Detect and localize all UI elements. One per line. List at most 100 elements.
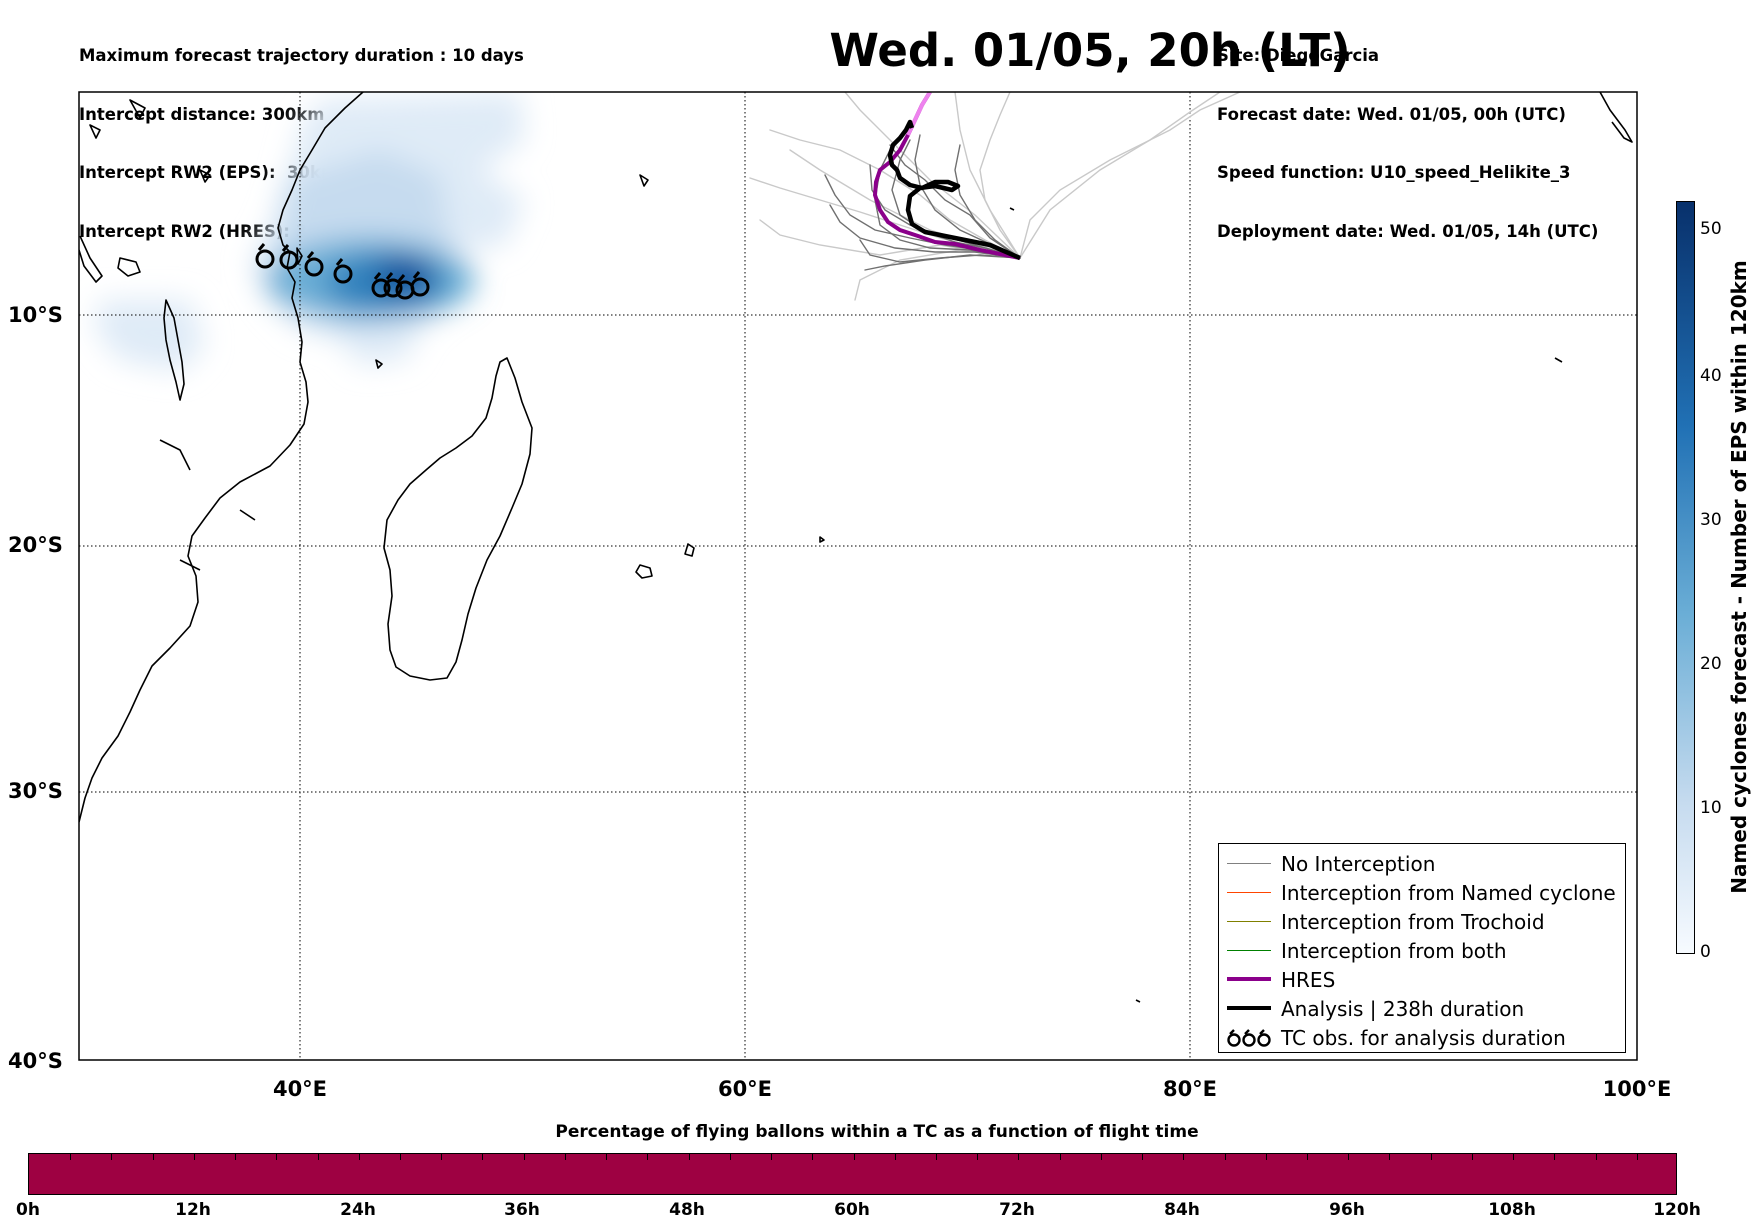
colorbar-minor-tick	[1513, 1154, 1515, 1160]
legend-item: Interception from Trochoid	[1219, 908, 1625, 936]
colorbar-bottom	[28, 1153, 1677, 1195]
rodrigues	[819, 536, 825, 543]
colorbar-tick: 20	[1700, 654, 1722, 674]
colorbar-minor-tick	[70, 1154, 72, 1160]
colorbar-minor-tick	[1142, 1154, 1144, 1160]
colorbar-tick: 10	[1700, 798, 1722, 818]
colorbar-minor-tick	[977, 1154, 979, 1160]
info-line: Intercept distance: 300km	[79, 104, 325, 124]
time-tick: 12h	[175, 1200, 211, 1220]
colorbar-minor-tick	[1430, 1154, 1432, 1160]
analysis-trajectory	[887, 119, 1021, 261]
info-line: Forecast date: Wed. 01/05, 00h (UTC)	[1217, 104, 1566, 124]
time-tick: 120h	[1653, 1200, 1701, 1220]
coastlines	[79, 92, 1633, 1003]
info-line: Speed function: U10_speed_Helikite_3	[1217, 163, 1571, 182]
colorbar-minor-tick	[152, 1154, 154, 1160]
colorbar-tick: 0	[1700, 942, 1711, 962]
reunion	[684, 543, 695, 557]
madagascar-coast	[383, 357, 533, 681]
lat-label: 10°S	[8, 303, 63, 327]
legend-item: Interception from Named cyclone	[1219, 879, 1625, 907]
colorbar-minor-tick	[317, 1154, 319, 1160]
colorbar-minor-tick	[1224, 1154, 1226, 1160]
colorbar-minor-tick	[853, 1154, 855, 1160]
colorbar-minor-tick	[1265, 1154, 1267, 1160]
time-tick: 96h	[1329, 1200, 1365, 1220]
colorbar-minor-tick	[564, 1154, 566, 1160]
tc-symbol	[333, 258, 353, 284]
colorbar-minor-tick	[606, 1154, 608, 1160]
colorbar-minor-tick	[894, 1154, 896, 1160]
eps-trajectories	[749, 92, 1241, 301]
map-legend: No Interception Interception from Named …	[1218, 843, 1626, 1053]
rivers	[159, 439, 256, 571]
lat-label: 40°S	[8, 1049, 63, 1073]
tc-symbol	[255, 243, 275, 269]
inland-lakes	[89, 99, 211, 183]
diego-area-dots	[1009, 207, 1563, 1003]
colorbar-minor-tick	[1389, 1154, 1391, 1160]
legend-item: TC obs. for analysis duration	[1219, 1024, 1625, 1052]
colorbar-minor-tick	[1100, 1154, 1102, 1160]
legend-swatch	[1227, 1006, 1271, 1010]
legend-item: Interception from both	[1219, 937, 1625, 965]
time-tick: 108h	[1488, 1200, 1536, 1220]
legend-label: TC obs. for analysis duration	[1281, 1026, 1566, 1050]
colorbar-minor-tick	[812, 1154, 814, 1160]
lat-label: 20°S	[8, 533, 63, 557]
time-tick: 0h	[16, 1200, 40, 1220]
info-line: Maximum forecast trajectory duration : 1…	[79, 46, 524, 65]
colorbar-minor-tick	[771, 1154, 773, 1160]
hres-trajectory-tail	[906, 92, 932, 136]
colorbar-minor-tick	[193, 1154, 195, 1160]
colorbar-minor-tick	[400, 1154, 402, 1160]
legend-swatch	[1227, 921, 1271, 922]
time-tick: 84h	[1164, 1200, 1200, 1220]
colorbar-minor-tick	[276, 1154, 278, 1160]
colorbar-minor-tick	[1018, 1154, 1020, 1160]
legend-swatch	[1227, 977, 1271, 981]
legend-label: Interception from both	[1281, 939, 1507, 963]
lon-label: 100°E	[1603, 1077, 1672, 1101]
africa-coast	[79, 92, 364, 823]
time-tick: 72h	[999, 1200, 1035, 1220]
colorbar-minor-tick	[688, 1154, 690, 1160]
bottom-colorbar-title: Percentage of flying ballons within a TC…	[555, 1122, 1199, 1142]
colorbar-minor-tick	[729, 1154, 731, 1160]
arabia-tip	[1599, 92, 1633, 143]
legend-item: No Interception	[1219, 850, 1625, 878]
colorbar-tick: 40	[1700, 366, 1722, 386]
colorbar-minor-tick	[1059, 1154, 1061, 1160]
lon-label: 40°E	[273, 1077, 327, 1101]
colorbar-minor-tick	[1595, 1154, 1597, 1160]
tc-obs-legend-icon	[1227, 1029, 1271, 1047]
time-tick: 36h	[504, 1200, 540, 1220]
time-tick: 24h	[340, 1200, 376, 1220]
lake-tanganyika	[79, 235, 103, 283]
colorbar-tick: 30	[1700, 510, 1722, 530]
legend-label: HRES	[1281, 968, 1336, 992]
legend-swatch	[1227, 950, 1271, 951]
colorbar-minor-tick	[441, 1154, 443, 1160]
mauritius	[635, 564, 653, 579]
colorbar-minor-tick	[935, 1154, 937, 1160]
lake-victoria-edge	[117, 257, 141, 277]
colorbar-minor-tick	[1554, 1154, 1556, 1160]
cyclone-density-field	[95, 92, 525, 372]
legend-swatch	[1227, 892, 1271, 893]
legend-item: Analysis | 238h duration	[1219, 995, 1625, 1023]
lat-label: 30°S	[8, 779, 63, 803]
tc-symbol	[410, 271, 430, 297]
colorbar-minor-tick	[235, 1154, 237, 1160]
run-info-right: Site: DiegoGarcia Forecast date: Wed. 01…	[1217, 7, 1598, 261]
colorbar-right	[1676, 201, 1695, 954]
lake-malawi	[163, 299, 185, 401]
lon-label: 80°E	[1163, 1077, 1217, 1101]
legend-label: Interception from Named cyclone	[1281, 881, 1616, 905]
tc-symbol	[383, 272, 403, 298]
time-tick: 60h	[834, 1200, 870, 1220]
tc-symbol	[279, 244, 299, 270]
colorbar-minor-tick	[482, 1154, 484, 1160]
